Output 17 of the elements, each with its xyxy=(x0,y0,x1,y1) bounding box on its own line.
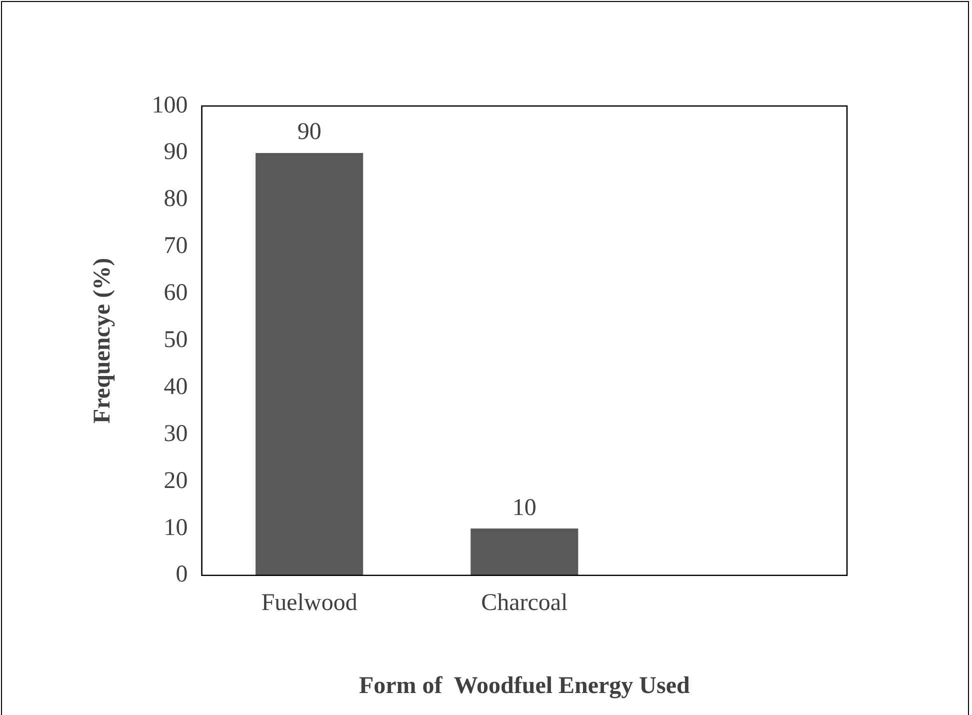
y-tick-label: 0 xyxy=(176,562,188,588)
data-label: 90 xyxy=(297,119,322,146)
y-tick-label: 20 xyxy=(164,468,188,494)
x-axis-title: Form of Woodfuel Energy Used xyxy=(358,672,690,699)
y-tick-label: 80 xyxy=(164,186,188,212)
y-tick-label: 30 xyxy=(164,420,188,447)
x-tick-label: Fuelwood xyxy=(261,590,358,616)
y-tick-label: 100 xyxy=(152,92,188,118)
y-tick-label: 70 xyxy=(164,233,188,260)
y-tick-label: 40 xyxy=(164,374,188,400)
x-tick-label: Charcoal xyxy=(481,590,568,616)
y-tick-label: 10 xyxy=(164,514,188,541)
y-tick-label: 90 xyxy=(164,139,188,166)
y-axis-title: Frequencye (%) xyxy=(90,258,116,424)
data-label: 10 xyxy=(512,494,536,521)
y-tick-label: 50 xyxy=(164,326,188,353)
y-tick-label: 60 xyxy=(164,280,188,306)
